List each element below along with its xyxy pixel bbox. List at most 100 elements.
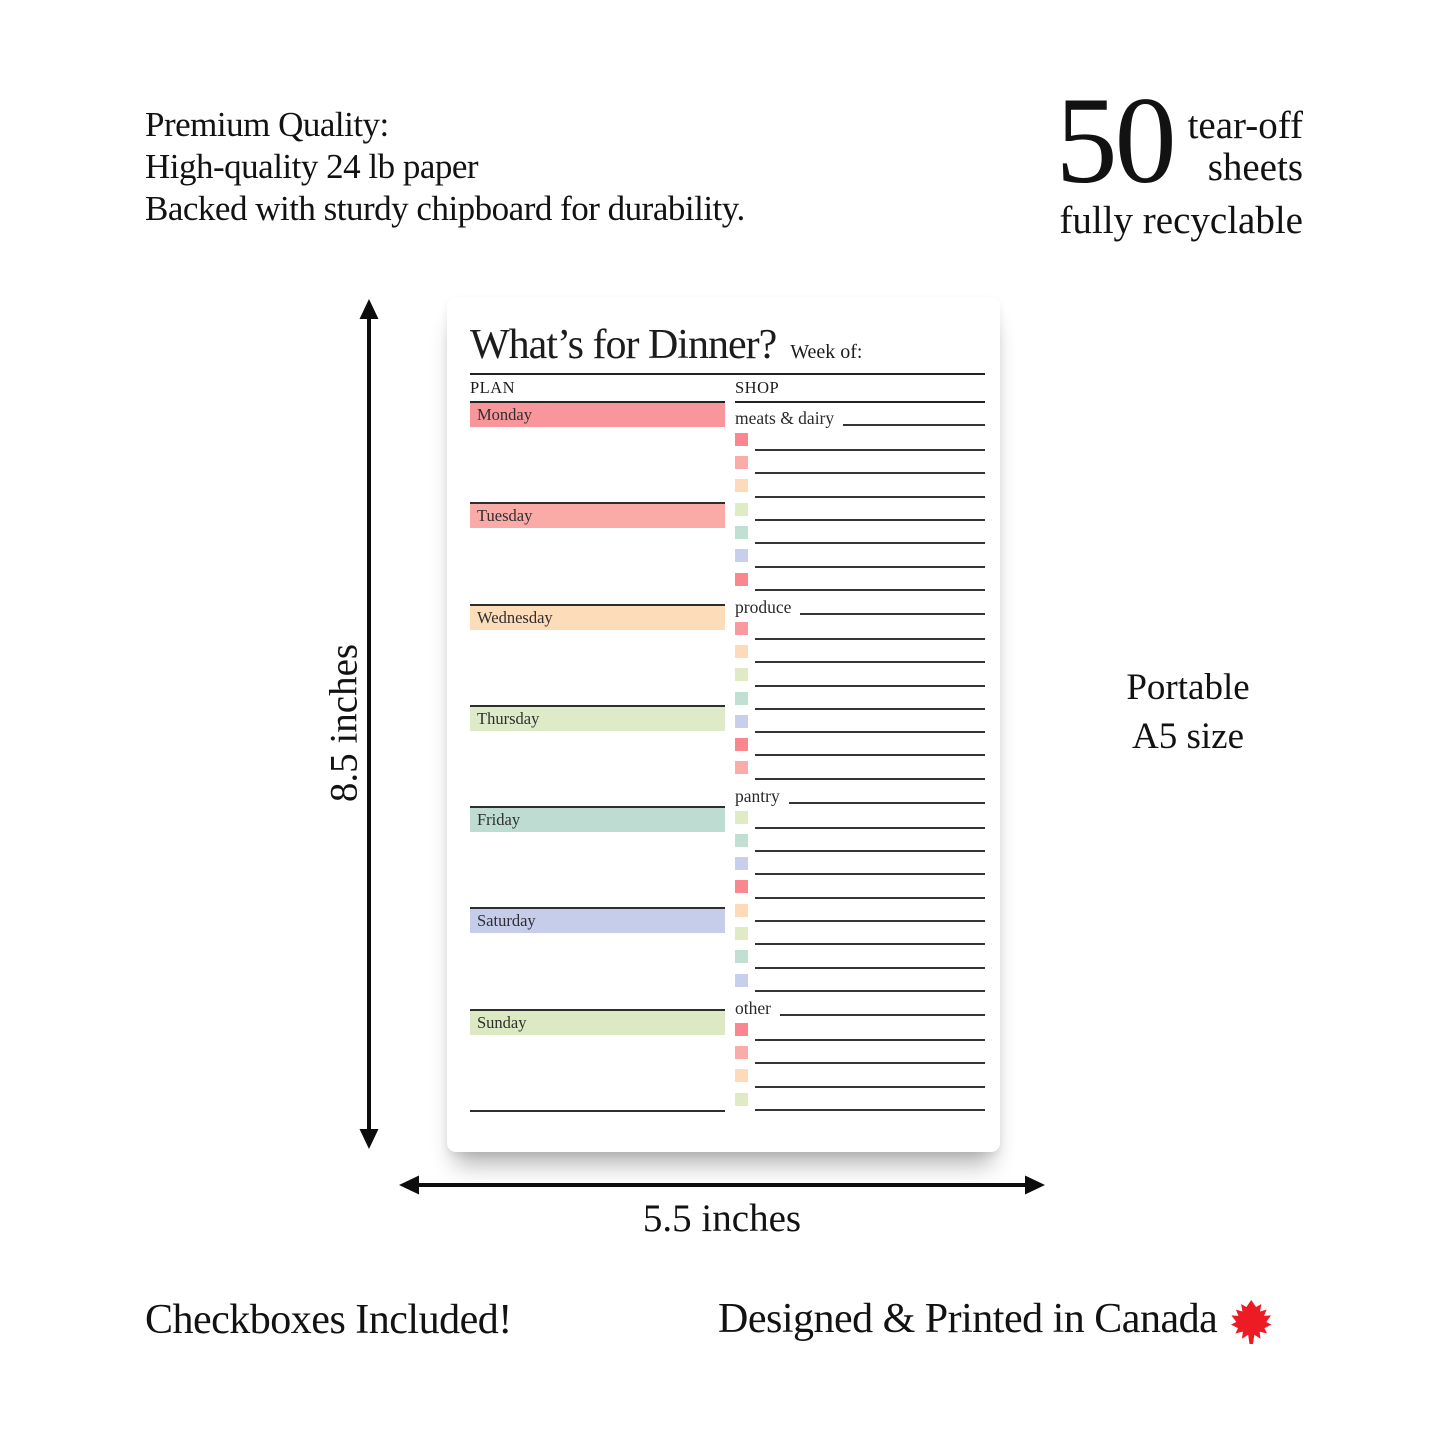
day-highlight-bar: Tuesday <box>470 504 725 529</box>
write-in-line <box>755 661 985 664</box>
day-highlight-bar: Thursday <box>470 706 725 731</box>
maple-leaf-icon <box>1230 1300 1272 1344</box>
shopping-list-row <box>735 734 985 757</box>
checkbox-icon <box>735 903 748 917</box>
premium-quality-text: Premium Quality: High-quality 24 lb pape… <box>145 104 745 230</box>
planner-title-row: What’s for Dinner? Week of: <box>470 321 985 369</box>
shopping-list-row <box>735 946 985 969</box>
day-highlight-bar: Friday <box>470 808 725 833</box>
shopping-list-row <box>735 429 985 452</box>
checkbox-icon <box>735 645 748 658</box>
sheet-count-row: 50 tear-off sheets <box>1055 72 1303 209</box>
shopping-list-row <box>735 664 985 687</box>
shop-label: SHOP <box>735 378 780 397</box>
write-in-line <box>755 850 985 853</box>
shopping-list-row <box>735 522 985 545</box>
checkbox-icon <box>735 833 748 847</box>
shop-column: meats & dairy <box>735 403 985 1112</box>
shop-section-label: produce <box>735 596 792 617</box>
day-name: Thursday <box>477 708 540 728</box>
week-of-label: Week of: <box>790 341 863 363</box>
checkbox-icon <box>735 549 748 563</box>
shopping-list-row <box>735 853 985 876</box>
checkbox-icon <box>735 479 748 493</box>
shop-rows-meats-dairy <box>735 429 985 592</box>
checkbox-icon <box>735 572 748 586</box>
shop-section-header-produce: produce <box>735 592 985 618</box>
write-in-line <box>755 989 985 992</box>
write-in-line <box>755 943 985 946</box>
write-in-line <box>755 707 985 710</box>
shop-section-header-pantry: pantry <box>735 781 985 807</box>
tear-off-label: tear-off <box>1187 103 1303 147</box>
vertical-dimension-arrow-icon <box>359 299 379 1149</box>
shopping-list-row <box>735 1089 985 1112</box>
checkbox-icon <box>735 810 748 824</box>
checkboxes-included-caption: Checkboxes Included! <box>145 1297 512 1343</box>
checkbox-icon <box>735 526 748 539</box>
made-in-canada-text: Designed & Printed in Canada <box>718 1296 1218 1342</box>
checkbox-icon <box>735 857 748 871</box>
day-highlight-bar: Saturday <box>470 909 725 934</box>
write-in-line <box>755 731 985 734</box>
write-in-line <box>755 754 985 757</box>
plan-column-header: PLAN <box>470 377 725 403</box>
shopping-list-row <box>735 711 985 734</box>
write-in-line <box>755 1085 985 1088</box>
write-in-line <box>755 896 985 899</box>
day-name: Wednesday <box>477 607 553 627</box>
write-in-line <box>755 1062 985 1065</box>
write-in-line <box>755 565 985 568</box>
shopping-list-row <box>735 876 985 899</box>
day-name: Saturday <box>477 911 536 931</box>
checkbox-icon <box>735 668 748 682</box>
checkbox-icon <box>735 950 748 964</box>
portable-line-2: A5 size <box>1132 716 1244 757</box>
write-in-line <box>755 519 985 521</box>
day-name: Friday <box>477 810 521 830</box>
sheet-count-number: 50 <box>1055 72 1177 209</box>
checkbox-icon <box>735 456 748 470</box>
shopping-list-row <box>735 900 985 923</box>
premium-line-3: Backed with sturdy chipboard for durabil… <box>145 189 745 228</box>
write-in-line <box>755 588 985 591</box>
plan-column: Monday Tuesday Wednesday <box>470 403 725 1112</box>
write-in-line <box>755 1108 985 1111</box>
shop-section-label: other <box>735 997 771 1018</box>
day-name: Sunday <box>477 1012 527 1032</box>
section-header-line <box>779 1013 985 1016</box>
day-name: Tuesday <box>477 506 533 526</box>
sheet-count-labels: tear-off sheets <box>1187 103 1303 190</box>
section-header-line <box>788 801 985 804</box>
checkbox-icon <box>735 738 748 752</box>
made-in-canada-caption: Designed & Printed in Canada <box>718 1294 1273 1344</box>
day-section: Saturday <box>470 907 725 1008</box>
sheets-label: sheets <box>1207 146 1303 190</box>
shopping-list-row <box>735 475 985 498</box>
write-in-line <box>755 449 985 452</box>
sheet-count-block: 50 tear-off sheets fully recyclable <box>1055 72 1303 243</box>
checkbox-icon <box>735 621 748 635</box>
shopping-list-row <box>735 807 985 830</box>
day-section: Thursday <box>470 704 725 806</box>
checkbox-icon <box>735 1092 748 1106</box>
shop-rows-pantry <box>735 807 985 993</box>
checkbox-icon <box>735 927 748 941</box>
shopping-list-row <box>735 688 985 711</box>
section-header-line <box>843 423 985 426</box>
shopping-list-row <box>735 545 985 568</box>
column-headers: PLAN SHOP <box>470 377 985 403</box>
checkbox-icon <box>735 691 748 705</box>
write-in-line <box>755 542 985 545</box>
shop-section-header-other: other <box>735 993 985 1019</box>
write-in-line <box>755 1039 985 1042</box>
checkbox-icon <box>735 973 748 987</box>
day-highlight-bar: Monday <box>470 403 725 427</box>
portable-note: Portable A5 size <box>1126 664 1249 762</box>
shop-section-header-meats-dairy: meats & dairy <box>735 403 985 429</box>
horizontal-dimension-arrow-icon <box>399 1175 1045 1195</box>
premium-line-2: High-quality 24 lb paper <box>145 147 479 186</box>
shopping-list-row <box>735 499 985 522</box>
shopping-list-row <box>735 618 985 641</box>
